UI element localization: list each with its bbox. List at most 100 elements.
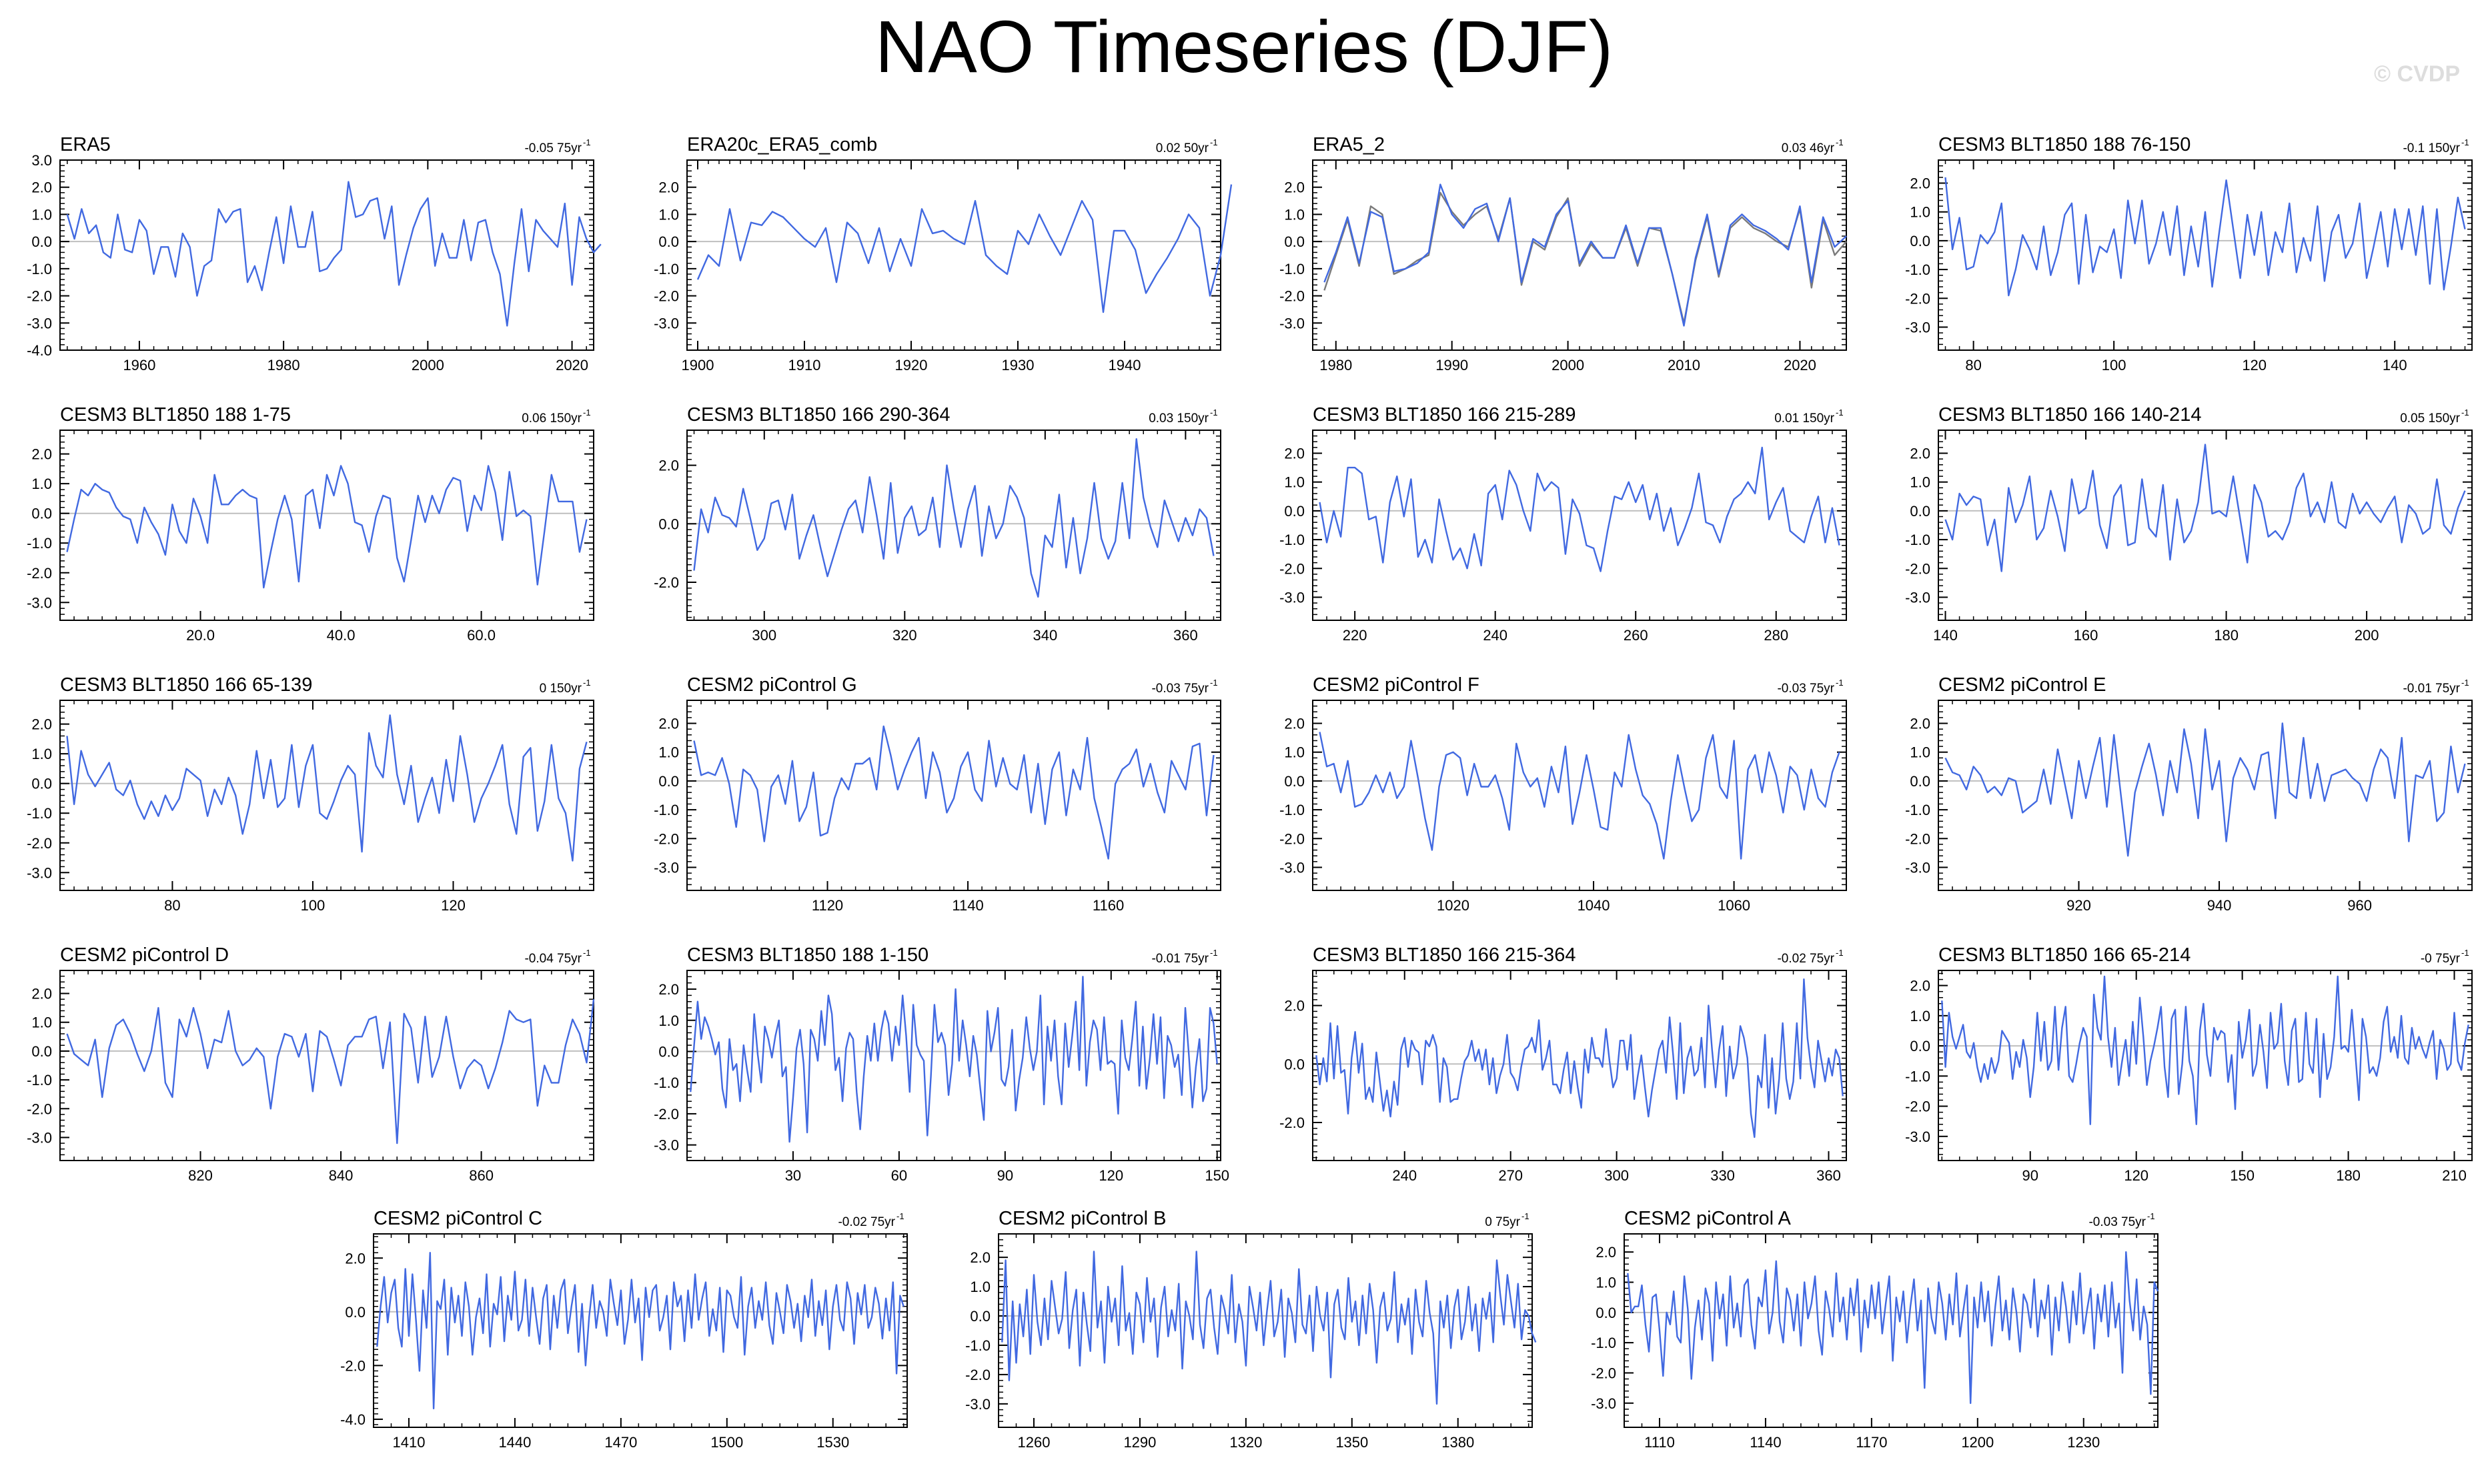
x-tick-label: 1040 <box>1578 897 1610 914</box>
y-tick-label: -1.0 <box>1279 532 1305 548</box>
y-tick-label: -2.0 <box>1905 290 1930 307</box>
panel-14: CESM3 BLT1850 188 1-150 -0.01 75yr -1 30 60 9… <box>654 944 1229 1184</box>
plot-frame <box>1938 970 2473 1161</box>
y-tick-label: 1.0 <box>1910 204 1930 221</box>
y-tick-label: -1.0 <box>1905 261 1930 278</box>
panel-title: CESM3 BLT1850 166 215-289 <box>1313 404 1576 426</box>
x-tick-label: 30 <box>785 1167 801 1184</box>
x-tick-label: 160 <box>2074 627 2098 644</box>
x-tick-label: 1230 <box>2067 1434 2100 1451</box>
panel-7: CESM3 BLT1850 166 215-289 0.01 150yr -1 220… <box>1279 404 1847 644</box>
x-tick-label: 330 <box>1710 1167 1735 1184</box>
x-tick-label: 1120 <box>812 897 843 914</box>
panel-1: ERA5 -0.05 75yr -1 1960 1980 2000 2020 -4.0 -3.0… <box>27 134 602 374</box>
y-tick-label: 1.0 <box>1910 474 1930 491</box>
y-tick-label: -1.0 <box>654 261 679 277</box>
panel-title: CESM2 piControl C <box>374 1208 542 1229</box>
y-tick-label: 1.0 <box>31 206 52 223</box>
trend-exponent: -1 <box>1836 678 1844 688</box>
panel-title: CESM2 piControl B <box>999 1208 1166 1229</box>
x-tick-label: 340 <box>1033 627 1057 644</box>
y-tick-label: -1.0 <box>1279 802 1305 818</box>
panel-title: CESM3 BLT1850 188 1-75 <box>60 404 291 426</box>
y-tick-label: 1.0 <box>1910 1008 1930 1024</box>
x-tick-label: 100 <box>301 897 326 914</box>
nao-series-line <box>690 976 1218 1143</box>
trend-exponent: -1 <box>1521 1211 1529 1221</box>
x-tick-label: 2000 <box>1551 357 1584 374</box>
y-tick-label: 2.0 <box>1284 446 1305 462</box>
x-tick-label: 300 <box>1604 1167 1629 1184</box>
x-tick-label: 1320 <box>1229 1434 1262 1451</box>
x-tick-label: 1440 <box>498 1434 531 1451</box>
y-tick-label: -1.0 <box>1905 802 1930 818</box>
y-tick-label: 2.0 <box>31 986 52 1002</box>
x-tick-label: 1140 <box>952 897 983 914</box>
x-tick-label: 2000 <box>412 357 444 374</box>
y-tick-label: -2.0 <box>27 835 52 852</box>
y-tick-label: -2.0 <box>27 1100 52 1117</box>
trend-label: -0.05 75yr <box>524 141 582 155</box>
plot-frame <box>1312 159 1847 351</box>
y-tick-label: -1.0 <box>654 1074 679 1091</box>
plot-frame <box>1312 430 1847 621</box>
panel-6: CESM3 BLT1850 166 290-364 0.03 150yr -1 300… <box>654 404 1221 644</box>
trend-exponent: -1 <box>2461 137 2469 147</box>
trend-exponent: -1 <box>896 1211 904 1221</box>
nao-series-line <box>66 999 595 1145</box>
panel-13: CESM2 piControl D -0.04 75yr -1 820 840 860 -3… <box>27 944 595 1184</box>
x-tick-label: 120 <box>441 897 466 914</box>
panel-title: CESM2 piControl F <box>1313 674 1479 696</box>
y-tick-label: -3.0 <box>27 864 52 881</box>
nao-series-line <box>1627 1251 2159 1405</box>
nao-series-line <box>1323 183 1847 327</box>
panel-4: CESM3 BLT1850 188 76-150 -0.1 150yr -1 80 10… <box>1905 134 2473 374</box>
x-tick-label: 1110 <box>1644 1434 1675 1451</box>
trend-label: 0.05 150yr <box>2400 412 2460 426</box>
y-tick-label: -3.0 <box>1905 1129 1930 1145</box>
nao-series-line <box>1319 446 1840 572</box>
y-tick-label: -2.0 <box>1279 560 1305 577</box>
y-tick-label: -2.0 <box>1591 1365 1616 1381</box>
nao-series-line <box>1944 177 2466 297</box>
x-tick-label: 120 <box>2124 1167 2148 1184</box>
trend-exponent: -1 <box>583 948 591 958</box>
y-tick-label: 1.0 <box>1284 474 1305 491</box>
x-tick-label: 100 <box>2102 357 2126 374</box>
trend-label: 0 150yr <box>540 682 582 696</box>
y-tick-label: -3.0 <box>27 594 52 611</box>
y-tick-label: 2.0 <box>1910 446 1930 462</box>
y-tick-label: -1.0 <box>27 261 52 277</box>
y-tick-label: -1.0 <box>27 535 52 552</box>
y-tick-label: 2.0 <box>1910 716 1930 732</box>
y-tick-label: 2.0 <box>31 716 52 733</box>
y-tick-label: 2.0 <box>970 1249 991 1266</box>
figure-title: NAO Timeseries (DJF) <box>874 6 1614 88</box>
y-tick-label: -1.0 <box>654 802 679 818</box>
y-tick-label: 0.0 <box>658 233 679 250</box>
y-tick-label: 1.0 <box>31 1014 52 1031</box>
y-tick-label: -3.0 <box>1279 315 1305 331</box>
nao-series-line <box>66 465 588 589</box>
x-tick-label: 940 <box>2207 897 2232 914</box>
panel-title: CESM2 piControl E <box>1938 674 2106 696</box>
trend-exponent: -1 <box>1836 408 1844 418</box>
x-tick-label: 140 <box>2383 357 2407 374</box>
trend-label: -0.03 75yr <box>1777 682 1834 696</box>
y-tick-label: -3.0 <box>1905 859 1930 876</box>
y-tick-label: 1.0 <box>1910 744 1930 761</box>
x-tick-label: 1920 <box>895 357 928 374</box>
panel-18: CESM2 piControl B 0 75yr -1 1260 1290 1320 135… <box>965 1208 1537 1451</box>
panel-title: CESM3 BLT1850 188 1-150 <box>687 944 928 966</box>
y-tick-label: 0.0 <box>31 776 52 792</box>
y-tick-label: -2.0 <box>1905 560 1930 577</box>
x-tick-label: 320 <box>892 627 917 644</box>
y-tick-label: -3.0 <box>1905 589 1930 606</box>
y-tick-label: -3.0 <box>965 1396 991 1413</box>
x-tick-label: 1170 <box>1856 1434 1887 1451</box>
x-tick-label: 270 <box>1498 1167 1523 1184</box>
y-tick-label: 0.0 <box>658 773 679 790</box>
x-tick-label: 1940 <box>1109 357 1141 374</box>
panel-3: ERA5_2 0.03 46yr -1 1980 1990 2000 2010 2020 -3.… <box>1279 134 1847 374</box>
y-tick-label: -4.0 <box>340 1411 366 1428</box>
